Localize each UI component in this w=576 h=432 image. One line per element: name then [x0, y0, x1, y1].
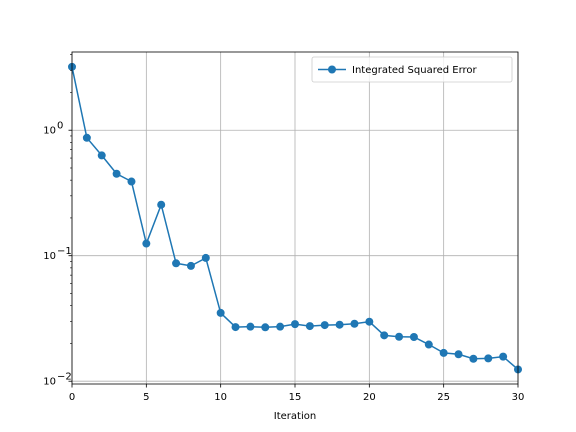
data-point [350, 319, 359, 328]
data-point [291, 320, 299, 329]
data-point [231, 323, 240, 332]
series-layer [68, 62, 522, 374]
data-point [365, 317, 374, 326]
data-point [157, 200, 166, 209]
y-tick-base: 10 [43, 377, 56, 388]
data-point [246, 322, 255, 331]
data-point [439, 348, 448, 357]
x-tick-label: 0 [69, 392, 75, 403]
x-tick-label: 10 [214, 392, 227, 403]
data-point [97, 151, 106, 160]
y-tick-exponent: −1 [57, 246, 72, 257]
x-tick-label: 20 [363, 392, 376, 403]
data-point [499, 352, 508, 361]
legend-marker [328, 65, 336, 74]
y-tick-exponent: −2 [57, 372, 72, 383]
data-point [261, 323, 270, 332]
legend: Integrated Squared Error [311, 56, 513, 83]
data-point [186, 261, 195, 270]
x-tick-label: 30 [512, 392, 525, 403]
data-point [112, 169, 121, 178]
data-point [395, 332, 404, 341]
data-point [276, 322, 285, 331]
x-tick-label: 25 [437, 392, 450, 403]
y-tick-label: 10 [43, 251, 56, 262]
data-point [484, 354, 493, 363]
data-point [335, 320, 344, 329]
y-tick-label: 10 [43, 377, 56, 388]
legend-box [311, 56, 513, 83]
x-axis-label: Iteration [274, 411, 316, 422]
data-point [469, 354, 478, 363]
x-tick-label: 5 [143, 392, 149, 403]
data-point [305, 322, 314, 331]
legend-entry-label: Integrated Squared Error [352, 65, 478, 76]
x-tick-label: 15 [289, 392, 302, 403]
data-point [127, 177, 136, 186]
y-tick-exponent: 0 [57, 121, 63, 132]
data-point [142, 239, 151, 248]
data-point [216, 308, 225, 317]
data-point [380, 331, 389, 340]
data-point [454, 350, 463, 359]
data-point [409, 333, 418, 342]
data-point [82, 133, 91, 142]
data-point [424, 340, 433, 349]
y-tick-label: 10 [43, 126, 56, 137]
y-tick-base: 10 [43, 126, 56, 137]
data-point [172, 259, 181, 268]
data-point [320, 321, 329, 330]
y-tick-base: 10 [43, 251, 56, 262]
data-point [201, 253, 210, 262]
